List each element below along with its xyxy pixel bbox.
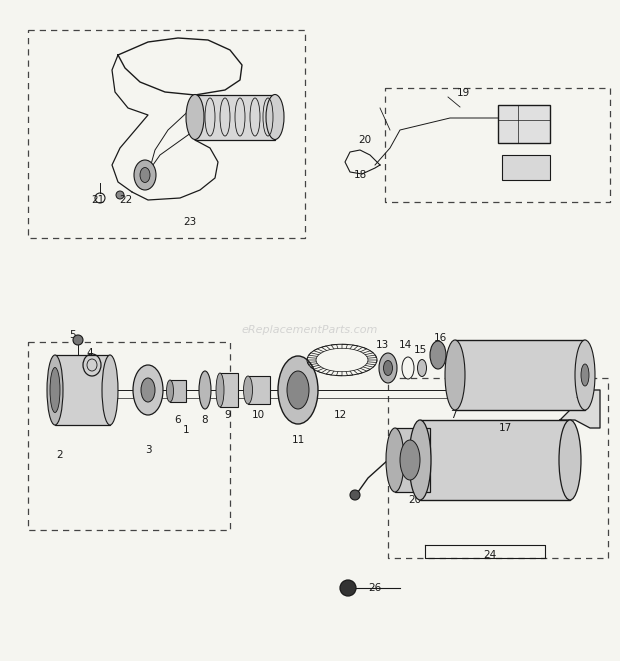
Circle shape [340, 580, 356, 596]
Text: 9: 9 [224, 410, 231, 420]
Text: 3: 3 [144, 445, 151, 455]
Text: 2: 2 [56, 450, 63, 460]
Text: 25: 25 [575, 390, 588, 400]
Ellipse shape [430, 341, 446, 369]
Ellipse shape [199, 371, 211, 409]
Ellipse shape [102, 355, 118, 425]
Text: 20: 20 [358, 135, 371, 145]
Ellipse shape [417, 360, 427, 377]
Text: 23: 23 [184, 217, 197, 227]
Circle shape [116, 191, 124, 199]
Ellipse shape [216, 373, 224, 407]
Ellipse shape [266, 95, 284, 139]
Text: 1: 1 [183, 425, 189, 435]
Bar [195, 95, 275, 140]
Ellipse shape [409, 420, 431, 500]
Ellipse shape [287, 371, 309, 409]
Text: 16: 16 [433, 333, 446, 343]
Text: 21: 21 [91, 195, 105, 205]
Circle shape [73, 335, 83, 345]
Ellipse shape [384, 360, 392, 375]
Circle shape [350, 490, 360, 500]
Bar [395, 428, 430, 492]
Ellipse shape [559, 420, 581, 500]
Ellipse shape [134, 160, 156, 190]
Bar [502, 155, 550, 180]
Ellipse shape [167, 380, 174, 402]
Text: 10: 10 [252, 410, 265, 420]
Text: 20: 20 [409, 495, 422, 505]
Ellipse shape [141, 378, 155, 402]
Bar [220, 373, 238, 407]
Ellipse shape [400, 440, 420, 480]
Polygon shape [560, 390, 600, 428]
Text: 13: 13 [375, 340, 389, 350]
Text: 11: 11 [291, 435, 304, 445]
Text: 12: 12 [334, 410, 347, 420]
Ellipse shape [140, 167, 150, 182]
Ellipse shape [133, 365, 163, 415]
Bar [248, 376, 270, 404]
Text: 19: 19 [456, 88, 469, 98]
Text: 24: 24 [484, 550, 497, 560]
Text: 7: 7 [450, 410, 456, 420]
Text: 5: 5 [69, 330, 75, 340]
Ellipse shape [47, 355, 63, 425]
Text: 26: 26 [368, 583, 382, 593]
Text: eReplacementParts.com: eReplacementParts.com [242, 325, 378, 335]
Ellipse shape [186, 95, 204, 139]
Ellipse shape [379, 353, 397, 383]
Text: 17: 17 [498, 423, 511, 433]
Text: 14: 14 [399, 340, 412, 350]
Text: 4: 4 [87, 348, 94, 358]
Bar [170, 380, 186, 402]
Ellipse shape [244, 376, 252, 404]
Text: 6: 6 [175, 415, 181, 425]
Ellipse shape [445, 340, 465, 410]
Bar [498, 105, 550, 143]
Text: 18: 18 [353, 170, 366, 180]
Text: 22: 22 [120, 195, 133, 205]
Text: 8: 8 [202, 415, 208, 425]
Bar [55, 355, 110, 425]
Ellipse shape [581, 364, 589, 386]
Bar [455, 340, 585, 410]
Ellipse shape [575, 340, 595, 410]
Ellipse shape [278, 356, 318, 424]
Bar [420, 420, 570, 500]
Ellipse shape [50, 368, 60, 412]
Text: 15: 15 [414, 345, 427, 355]
Ellipse shape [386, 428, 404, 492]
